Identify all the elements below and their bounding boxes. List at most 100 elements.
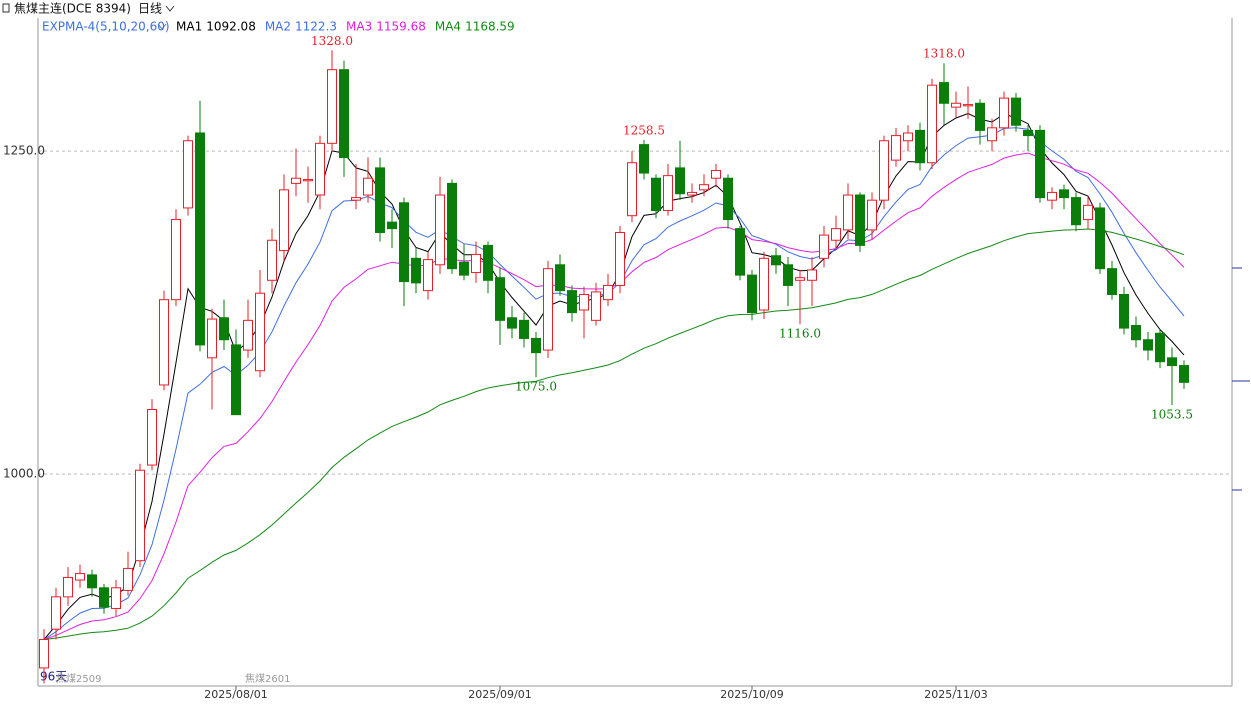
indicator-label[interactable]: EXPMA-4(5,10,20,60) xyxy=(42,20,170,34)
candle-body xyxy=(99,587,109,608)
candle-body xyxy=(159,299,169,386)
candle-body xyxy=(279,189,289,252)
candle-body xyxy=(867,199,877,231)
candle-body xyxy=(831,228,841,241)
candle-body xyxy=(471,253,481,274)
candle-body xyxy=(507,317,517,329)
price-annotation: 1318.0 xyxy=(923,47,965,61)
candle-body xyxy=(783,264,793,286)
candle-body xyxy=(567,290,577,314)
candle-body xyxy=(315,142,325,196)
candle-body xyxy=(1095,207,1105,270)
candle-body xyxy=(1023,129,1033,137)
candle-body xyxy=(747,274,757,314)
candle-body xyxy=(339,69,349,159)
y-tick-label: 1250.0 xyxy=(3,144,45,158)
candle-body xyxy=(51,596,61,630)
legend-name: MA1 xyxy=(176,20,202,34)
candle-body xyxy=(543,268,553,351)
candle-body xyxy=(1179,365,1189,383)
legend-name: MA3 xyxy=(346,20,372,34)
dropdown-icon xyxy=(157,23,167,30)
price-annotation: 1116.0 xyxy=(779,327,821,341)
candle-body xyxy=(207,318,217,359)
contract-label: 焦煤2509 xyxy=(56,672,101,685)
x-tick-label: 2025/11/03 xyxy=(924,688,987,701)
candle-body xyxy=(1059,189,1069,199)
candle-body xyxy=(651,177,661,212)
candle-body xyxy=(795,277,805,281)
candle-body xyxy=(843,194,853,231)
candle-body xyxy=(1143,339,1153,351)
x-tick-label: 2025/09/01 xyxy=(468,688,531,701)
candle-body xyxy=(231,344,241,416)
price-annotation: 1053.5 xyxy=(1151,407,1193,421)
legend-name: MA4 xyxy=(435,20,461,34)
candle-body xyxy=(939,82,949,104)
candle-body xyxy=(891,135,901,161)
candle-body xyxy=(1011,97,1021,126)
candle-body xyxy=(615,231,625,286)
legend-value: 1159.68 xyxy=(376,20,426,34)
candle-body xyxy=(663,175,673,212)
candle-body xyxy=(1131,325,1141,341)
candle-body xyxy=(447,182,457,270)
candle-body xyxy=(255,292,265,372)
candle-body xyxy=(123,567,133,591)
icon xyxy=(2,3,10,13)
candle-body xyxy=(291,177,301,184)
candle-body xyxy=(555,264,565,292)
candle-body xyxy=(1167,357,1177,367)
candle-body xyxy=(1119,294,1129,329)
candle-body xyxy=(1035,129,1045,199)
legend-value: 1168.59 xyxy=(465,20,515,34)
candle-body xyxy=(1083,204,1093,221)
candle-body xyxy=(963,104,973,107)
candle-body xyxy=(675,167,685,195)
dropdown-icon xyxy=(165,5,175,12)
candle-body xyxy=(639,144,649,174)
candle-body xyxy=(435,194,445,266)
candle-body xyxy=(183,140,193,209)
candle-body xyxy=(1071,197,1081,226)
legend-name: MA2 xyxy=(265,20,291,34)
candle-body xyxy=(459,261,469,276)
candle-body xyxy=(399,202,409,283)
period[interactable]: 日线 xyxy=(138,2,162,16)
candle-body xyxy=(591,291,601,321)
candle-body xyxy=(63,576,73,598)
price-annotation: 1258.5 xyxy=(623,124,665,138)
candle-body xyxy=(759,257,769,311)
candle-body xyxy=(423,259,433,292)
candle-body xyxy=(627,162,637,217)
price-annotation: 1328.0 xyxy=(311,34,353,48)
candle-body xyxy=(495,277,505,321)
candle-body xyxy=(483,244,493,281)
candle-body xyxy=(879,140,889,201)
candle-body xyxy=(999,97,1009,129)
candle-body xyxy=(903,132,913,142)
candle-body xyxy=(411,257,421,284)
candle-body xyxy=(111,587,121,609)
candle-body xyxy=(519,319,529,339)
price-annotation: 1075.0 xyxy=(515,380,557,394)
candle-body xyxy=(819,234,829,259)
candle-body xyxy=(219,317,229,341)
candle-body xyxy=(267,239,277,281)
candle-body xyxy=(687,191,697,196)
candle-body xyxy=(915,129,925,164)
candle-body xyxy=(927,84,937,164)
x-tick-label: 2025/08/01 xyxy=(204,688,267,701)
candle-body xyxy=(351,197,361,201)
ema-line xyxy=(43,152,1185,640)
candle-body xyxy=(147,408,157,466)
candle-body xyxy=(771,255,781,266)
ema-line xyxy=(43,228,1185,640)
candle-body xyxy=(387,221,397,230)
candle-body xyxy=(87,574,97,589)
chart-title[interactable]: 焦煤主连(DCE 8394) xyxy=(14,1,131,16)
candle-body xyxy=(531,337,541,354)
candle-body xyxy=(195,132,205,346)
